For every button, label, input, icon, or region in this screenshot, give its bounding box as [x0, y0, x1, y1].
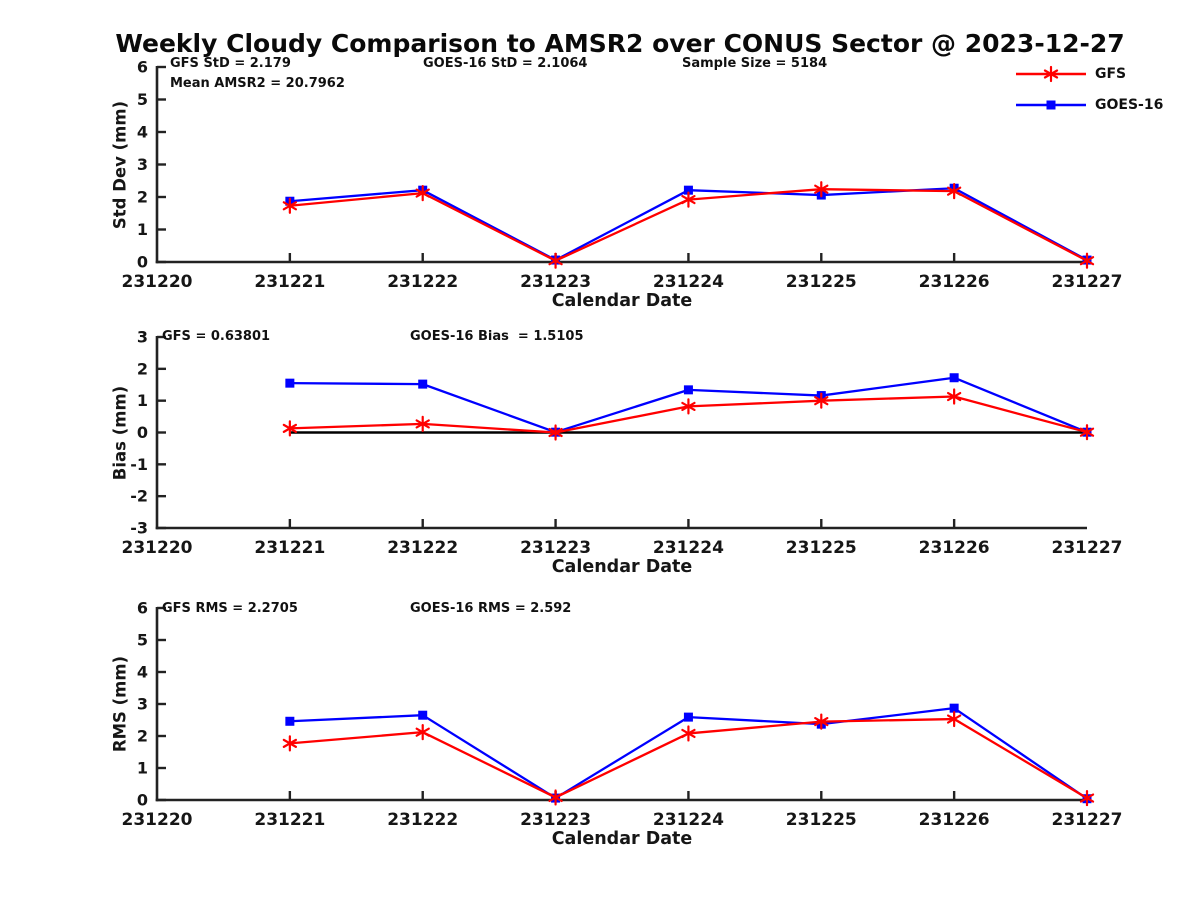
bias-chart: -3 -2 -1 0 1 2 3 231220 231221 231222 231223 231224… [122, 328, 1123, 578]
x-tick-label: 231226 [919, 272, 990, 292]
y-tick-label: -1 [130, 455, 148, 474]
annotation-goes16-rms: GOES-16 RMS = 2.592 [410, 601, 572, 616]
axes: -3 -2 -1 0 1 2 3 231220 231221 231222 231223 231224… [122, 328, 1123, 578]
legend-item-gfs: GFS [1014, 65, 1126, 83]
y-tick-label: -2 [130, 487, 148, 506]
axes: 0 1 2 3 4 5 6 231220 231221 231222 231223 231224 231… [122, 599, 1123, 850]
legend-label-gfs: GFS [1095, 66, 1127, 82]
x-tick-label: 231223 [520, 272, 591, 292]
x-tick-label: 231226 [919, 810, 990, 830]
x-tick-label: 231224 [653, 272, 724, 292]
series-gfs-line [282, 710, 1095, 807]
annotation-mean-amsr2: Mean AMSR2 = 20.7962 [170, 76, 345, 91]
annotation-gfs-rms: GFS RMS = 2.2705 [162, 601, 298, 616]
x-axis-label: Calendar Date [552, 291, 693, 310]
x-tick-label: 231223 [520, 538, 591, 558]
legend-label-goes16: GOES-16 [1095, 97, 1164, 113]
y-tick-label: 3 [137, 155, 148, 174]
annotation-gfs-bias: GFS = 0.63801 [162, 329, 271, 344]
y-tick-label: 1 [137, 759, 148, 778]
axes: 0 1 2 3 4 5 6 231220 231221 231222 231223 231224 231… [122, 58, 1123, 311]
y-tick-label: 5 [137, 631, 148, 650]
series-goes-16-line [285, 703, 1092, 804]
x-axis-label: Calendar Date [552, 557, 693, 577]
x-tick-label: 231227 [1052, 272, 1123, 292]
std-dev-chart: 0 1 2 3 4 5 6 231220 231221 231222 231223 231224 231… [122, 58, 1123, 311]
x-tick-label: 231226 [919, 538, 990, 558]
y-axis-label-bias: Bias (mm) [110, 385, 130, 481]
x-tick-label: 231221 [254, 272, 325, 292]
x-tick-label: 231221 [254, 810, 325, 830]
y-tick-label: 4 [137, 663, 148, 682]
x-tick-label: 231224 [653, 538, 724, 558]
y-tick-label: 1 [137, 391, 148, 410]
x-tick-label: 231222 [387, 538, 458, 558]
y-tick-label: 4 [137, 123, 148, 142]
y-axis-label-std-dev: Std Dev (mm) [110, 100, 130, 230]
annotation-sample-size: Sample Size = 5184 [682, 56, 828, 71]
x-tick-label: 231224 [653, 810, 724, 830]
y-tick-label: 0 [137, 253, 148, 272]
series-gfs-line [282, 181, 1095, 269]
x-tick-label: 231227 [1052, 810, 1123, 830]
x-tick-label: 231220 [122, 810, 193, 830]
y-tick-label: 0 [137, 791, 148, 810]
y-tick-label: 5 [137, 90, 148, 109]
x-tick-label: 231220 [122, 538, 193, 558]
y-tick-label: 1 [137, 220, 148, 239]
goes16-marker-icon [1016, 100, 1086, 110]
legend-item-goes16: GOES-16 [1014, 96, 1163, 114]
y-tick-label: 2 [137, 188, 148, 207]
annotation-goes16-std: GOES-16 StD = 2.1064 [423, 56, 588, 71]
gfs-marker-icon [1016, 65, 1086, 83]
x-tick-label: 231225 [786, 538, 857, 558]
x-tick-label: 231222 [387, 810, 458, 830]
y-tick-label: -3 [130, 519, 148, 538]
y-tick-label: 0 [137, 423, 148, 442]
x-tick-label: 231221 [254, 538, 325, 558]
y-tick-label: 2 [137, 727, 148, 746]
y-tick-label: 2 [137, 359, 148, 378]
x-axis-label: Calendar Date [552, 829, 693, 849]
x-tick-label: 231225 [786, 810, 857, 830]
chart-title: Weekly Cloudy Comparison to AMSR2 over C… [115, 29, 1125, 58]
x-tick-label: 231223 [520, 810, 591, 830]
x-tick-label: 231220 [122, 272, 193, 292]
rms-chart: 0 1 2 3 4 5 6 231220 231221 231222 231223 231224 231… [122, 599, 1123, 850]
x-tick-label: 231222 [387, 272, 458, 292]
annotation-gfs-std: GFS StD = 2.179 [170, 56, 291, 71]
x-tick-label: 231225 [786, 272, 857, 292]
y-tick-label: 3 [137, 695, 148, 714]
y-tick-label: 6 [137, 599, 148, 618]
annotation-goes16-bias: GOES-16 Bias = 1.5105 [410, 329, 584, 344]
x-tick-label: 231227 [1052, 538, 1123, 558]
y-axis-label-rms: RMS (mm) [110, 655, 130, 753]
y-tick-label: 6 [137, 58, 148, 77]
series-gfs-line [282, 388, 1095, 441]
y-tick-label: 3 [137, 328, 148, 347]
